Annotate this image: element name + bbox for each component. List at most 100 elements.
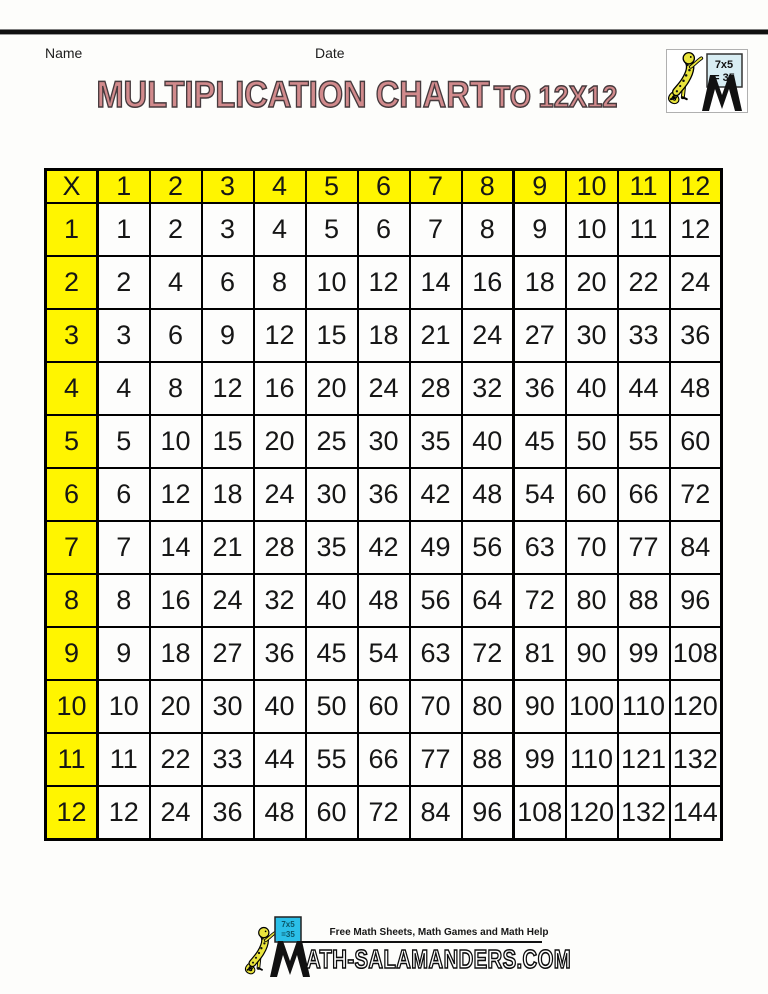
svg-text:7x5: 7x5 bbox=[715, 59, 733, 71]
product-cell: 120 bbox=[564, 784, 619, 841]
page-title: MULTIPLICATION CHART TO 12X12 bbox=[67, 73, 648, 116]
product-cell: 96 bbox=[460, 784, 515, 841]
product-cell: 16 bbox=[252, 360, 307, 416]
top-divider-rule bbox=[0, 29, 768, 35]
column-header-cell: 6 bbox=[356, 168, 411, 204]
product-cell: 56 bbox=[460, 519, 515, 575]
product-cell: 108 bbox=[668, 625, 723, 681]
product-cell: 144 bbox=[668, 784, 723, 841]
table-row: 9 9 18 27 36 45 54 63 72 81 90 99 108 bbox=[44, 625, 723, 681]
product-cell: 3 bbox=[96, 307, 151, 363]
product-cell: 10 bbox=[96, 678, 151, 734]
footer-divider-line bbox=[302, 941, 542, 943]
product-cell: 8 bbox=[252, 254, 307, 310]
product-cell: 28 bbox=[252, 519, 307, 575]
product-cell: 77 bbox=[616, 519, 671, 575]
product-cell: 4 bbox=[96, 360, 151, 416]
product-cell: 30 bbox=[200, 678, 255, 734]
product-cell: 99 bbox=[512, 731, 567, 787]
product-cell: 96 bbox=[668, 572, 723, 628]
product-cell: 1 bbox=[96, 202, 151, 257]
column-header-cell: 10 bbox=[564, 168, 619, 204]
product-cell: 30 bbox=[304, 466, 359, 522]
row-header-cell: 2 bbox=[44, 254, 99, 310]
page-title-suffix: TO 12X12 bbox=[493, 78, 618, 115]
product-cell: 20 bbox=[564, 254, 619, 310]
product-cell: 63 bbox=[512, 519, 567, 575]
product-cell: 63 bbox=[408, 625, 463, 681]
product-cell: 120 bbox=[668, 678, 723, 734]
product-cell: 36 bbox=[512, 360, 567, 416]
row-header-cell: 9 bbox=[44, 625, 99, 681]
product-cell: 42 bbox=[356, 519, 411, 575]
salamander-icon bbox=[247, 928, 275, 973]
grid-corner-cell: X bbox=[44, 168, 99, 204]
product-cell: 2 bbox=[96, 254, 151, 310]
column-header-cell: 11 bbox=[616, 168, 671, 204]
table-row: 10 10 20 30 40 50 60 70 80 90 100 110 120 bbox=[44, 678, 723, 734]
product-cell: 60 bbox=[304, 784, 359, 841]
product-cell: 72 bbox=[668, 466, 723, 522]
product-cell: 80 bbox=[564, 572, 619, 628]
footer-tagline: Free Math Sheets, Math Games and Math He… bbox=[329, 927, 549, 938]
product-cell: 121 bbox=[616, 731, 671, 787]
product-cell: 60 bbox=[668, 413, 723, 469]
table-row: 6 6 12 18 24 30 36 42 48 54 60 66 72 bbox=[44, 466, 723, 522]
product-cell: 60 bbox=[356, 678, 411, 734]
row-header-cell: 11 bbox=[44, 731, 99, 787]
table-row: 5 5 10 15 20 25 30 35 40 45 50 55 60 bbox=[44, 413, 723, 469]
row-header-cell: 1 bbox=[44, 202, 99, 257]
product-cell: 25 bbox=[304, 413, 359, 469]
product-cell: 33 bbox=[616, 307, 671, 363]
table-row: 12 12 24 36 48 60 72 84 96 108 120 132 144 bbox=[44, 784, 723, 841]
footer-logo-graphic: 7x5 =35 bbox=[244, 915, 310, 984]
product-cell: 132 bbox=[616, 784, 671, 841]
product-cell: 42 bbox=[408, 466, 463, 522]
product-cell: 8 bbox=[96, 572, 151, 628]
table-row: 2 2 4 6 8 10 12 14 16 18 20 22 24 bbox=[44, 254, 723, 310]
product-cell: 40 bbox=[564, 360, 619, 416]
product-cell: 22 bbox=[616, 254, 671, 310]
column-header-cell: 7 bbox=[408, 168, 463, 204]
product-cell: 108 bbox=[512, 784, 567, 841]
m-logo-icon bbox=[270, 941, 310, 977]
product-cell: 7 bbox=[408, 202, 463, 257]
product-cell: 14 bbox=[408, 254, 463, 310]
product-cell: 20 bbox=[252, 413, 307, 469]
product-cell: 14 bbox=[148, 519, 203, 575]
product-cell: 10 bbox=[148, 413, 203, 469]
product-cell: 2 bbox=[148, 202, 203, 257]
product-cell: 35 bbox=[408, 413, 463, 469]
salamander-icon bbox=[670, 53, 701, 102]
row-header-cell: 10 bbox=[44, 678, 99, 734]
product-cell: 18 bbox=[512, 254, 567, 310]
product-cell: 3 bbox=[200, 202, 255, 257]
product-cell: 12 bbox=[356, 254, 411, 310]
product-cell: 48 bbox=[460, 466, 515, 522]
row-header-cell: 3 bbox=[44, 307, 99, 363]
product-cell: 81 bbox=[512, 625, 567, 681]
product-cell: 12 bbox=[148, 466, 203, 522]
product-cell: 21 bbox=[408, 307, 463, 363]
product-cell: 50 bbox=[304, 678, 359, 734]
product-cell: 7 bbox=[96, 519, 151, 575]
column-header-cell: 4 bbox=[252, 168, 307, 204]
table-row: 7 7 14 21 28 35 42 49 56 63 70 77 84 bbox=[44, 519, 723, 575]
product-cell: 18 bbox=[356, 307, 411, 363]
product-cell: 40 bbox=[304, 572, 359, 628]
table-row: 1 1 2 3 4 5 6 7 8 9 10 11 12 bbox=[44, 202, 723, 257]
product-cell: 84 bbox=[668, 519, 723, 575]
product-cell: 10 bbox=[564, 202, 619, 257]
product-cell: 70 bbox=[564, 519, 619, 575]
table-row: 4 4 8 12 16 20 24 28 32 36 40 44 48 bbox=[44, 360, 723, 416]
product-cell: 90 bbox=[564, 625, 619, 681]
table-row: 11 11 22 33 44 55 66 77 88 99 110 121 132 bbox=[44, 731, 723, 787]
product-cell: 88 bbox=[460, 731, 515, 787]
product-cell: 22 bbox=[148, 731, 203, 787]
row-header-cell: 12 bbox=[44, 784, 99, 841]
date-field-label: Date bbox=[315, 45, 345, 61]
table-row: 8 8 16 24 32 40 48 56 64 72 80 88 96 bbox=[44, 572, 723, 628]
product-cell: 88 bbox=[616, 572, 671, 628]
product-cell: 8 bbox=[460, 202, 515, 257]
product-cell: 9 bbox=[200, 307, 255, 363]
